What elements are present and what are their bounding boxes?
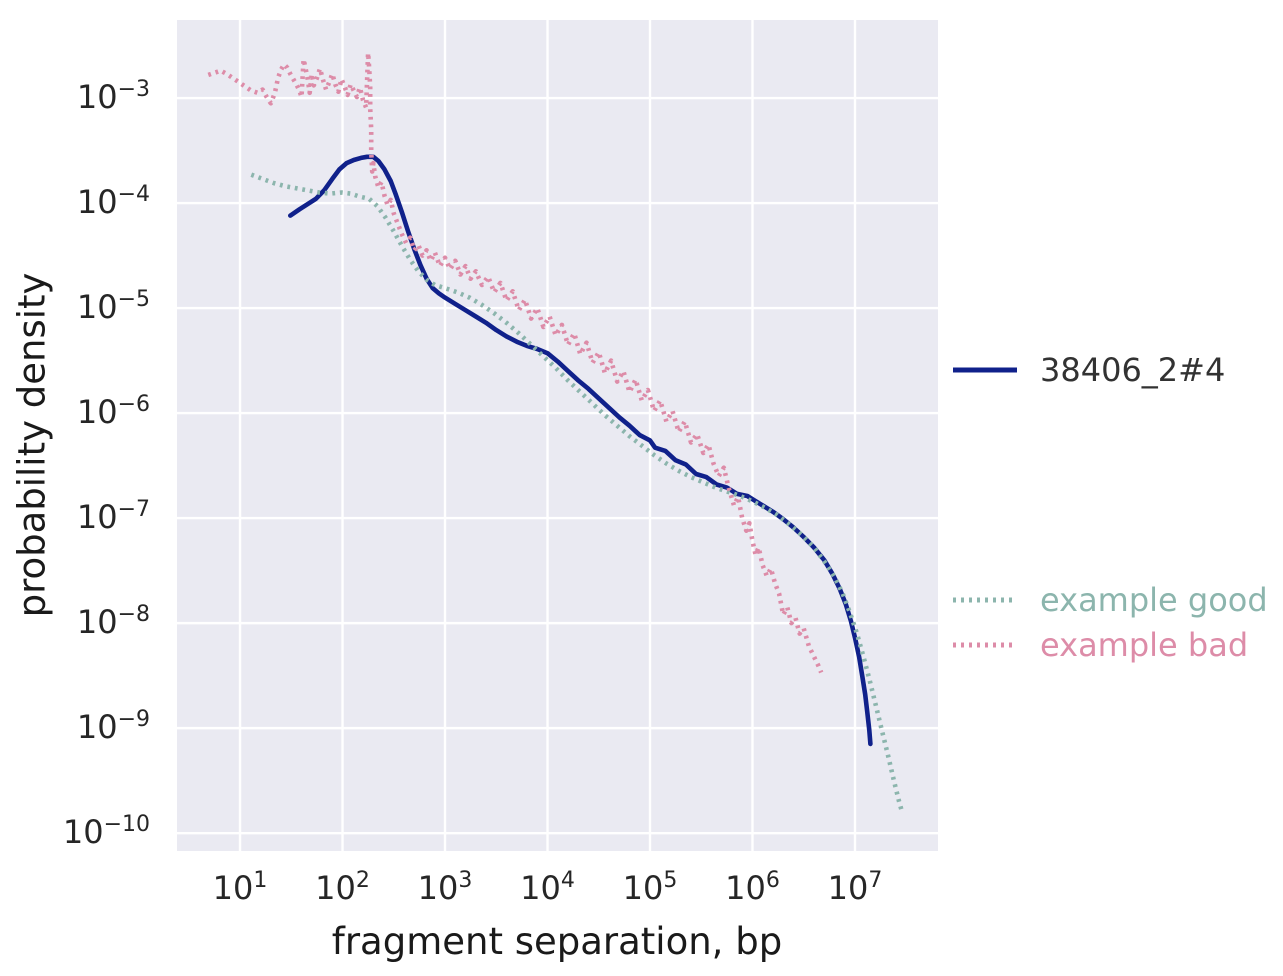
series-line-1: [250, 172, 905, 813]
series-line-0: [288, 154, 873, 747]
plot-svg: [177, 20, 938, 851]
y-axis-title: probability density: [10, 272, 54, 618]
x-tick-label: 104: [520, 868, 575, 907]
x-axis-title: fragment separation, bp: [331, 920, 783, 963]
legend-label: example good: [1040, 581, 1268, 619]
legend-entry-example-good: example good: [952, 581, 1268, 619]
y-tick-label: 10−6: [76, 392, 150, 432]
legend-line-solid-swatch: [953, 367, 1017, 373]
x-tick-label: 103: [417, 868, 473, 907]
legend-line-dotted-good-swatch: [953, 597, 1017, 603]
series-line-2: [207, 50, 824, 674]
plot-area: [177, 20, 938, 851]
legend-entry-38406-2-4: 38406_2#4: [952, 351, 1225, 389]
x-tick-label: 101: [212, 868, 268, 907]
legend-entry-example-bad: example bad: [952, 626, 1248, 664]
y-tick-label: 10−10: [62, 812, 150, 852]
x-tick-label: 102: [315, 868, 370, 907]
x-tick-label: 106: [725, 868, 780, 907]
y-tick-label: 10−5: [76, 287, 150, 327]
legend-label: 38406_2#4: [1040, 351, 1226, 389]
y-tick-label: 10−4: [76, 182, 150, 222]
y-tick-label: 10−8: [76, 602, 150, 642]
y-tick-label: 10−9: [76, 707, 150, 747]
x-tick-label: 105: [622, 868, 678, 907]
x-tick-label: 107: [827, 868, 883, 907]
legend-label: example bad: [1040, 626, 1249, 664]
legend-line-dotted-bad-swatch: [953, 642, 1017, 648]
y-tick-label: 10−3: [76, 77, 150, 117]
y-tick-label: 10−7: [76, 497, 150, 537]
